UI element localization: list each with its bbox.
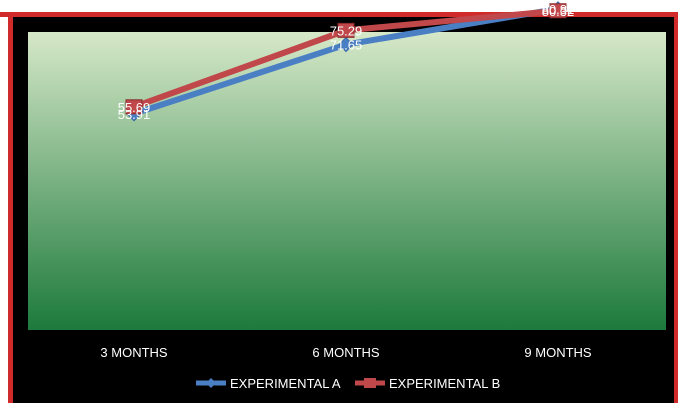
x-tick-label-3: 9 MONTHS [524, 345, 592, 360]
data-label-b-1: 55.69 [118, 100, 151, 115]
data-point-b-2 [337, 22, 355, 38]
legend-item-experimental-b: EXPERIMENTAL B [355, 376, 500, 391]
page-margin-top [0, 0, 678, 12]
data-label-a-1: 53.91 [118, 107, 151, 122]
legend-label: EXPERIMENTAL A [230, 376, 341, 391]
legend-label: EXPERIMENTAL B [389, 376, 500, 391]
x-tick-label-1: 3 MONTHS [100, 345, 168, 360]
legend-item-experimental-a: EXPERIMENTAL A [196, 376, 341, 391]
data-label-a-2: 71.65 [330, 38, 363, 53]
x-tick-label-2: 6 MONTHS [312, 345, 380, 360]
data-point-b-3 [549, 3, 567, 19]
legend-marker-diamond [206, 378, 216, 388]
data-label-b-3: 80.32 [542, 4, 575, 19]
data-point-a-2 [338, 36, 354, 53]
frame-border-right [674, 12, 678, 403]
page-margin-left [0, 12, 8, 403]
data-label-b-2: 75.29 [330, 23, 363, 38]
frame-border-left [8, 12, 13, 403]
plot-area [28, 32, 666, 330]
data-label-a-3: 80.82 [542, 2, 575, 17]
legend-marker-square [364, 378, 376, 388]
frame-border-top [0, 12, 678, 17]
data-point-b-1 [125, 99, 143, 115]
